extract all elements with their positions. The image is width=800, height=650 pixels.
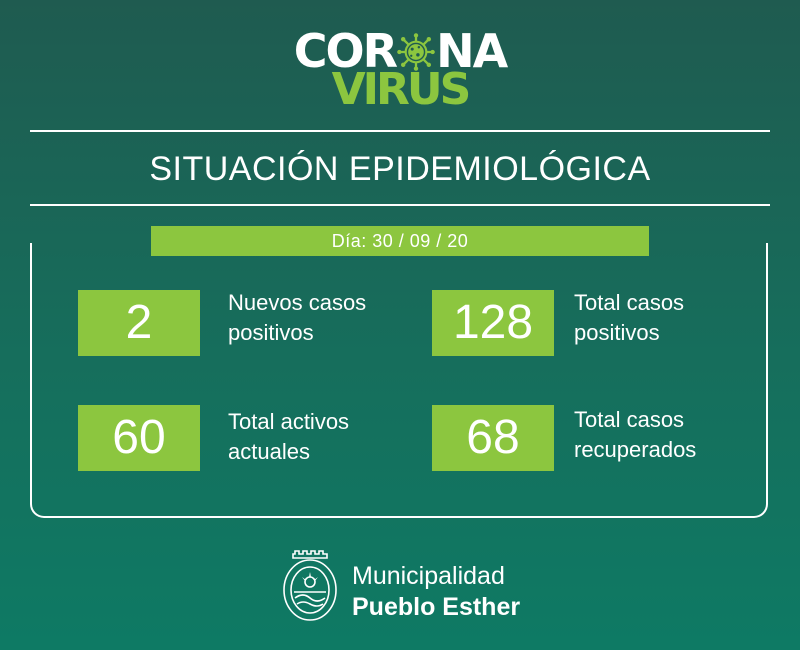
- active-label-line1: Total activos: [228, 409, 350, 434]
- total-positive-label: Total casos positivos: [574, 288, 684, 348]
- divider-bottom: [30, 204, 770, 206]
- active-label-line2: actuales: [228, 439, 310, 464]
- total-positive-value: 128: [432, 290, 554, 356]
- active-label: Total activos actuales: [228, 407, 349, 467]
- recovered-label: Total casos recuperados: [574, 405, 696, 465]
- recovered-value: 68: [432, 405, 554, 471]
- total-positive-label-line2: positivos: [574, 320, 660, 345]
- municipality-line2: Pueblo Esther: [352, 593, 521, 621]
- divider-top: [30, 130, 770, 132]
- page-title: SITUACIÓN EPIDEMIOLÓGICA: [149, 150, 651, 188]
- new-cases-label: Nuevos casos positivos: [228, 288, 366, 348]
- municipality-line1: Municipalidad: [352, 562, 505, 590]
- new-cases-label-line2: positivos: [228, 320, 314, 345]
- corona-prefix: COR: [293, 24, 398, 78]
- date-bar: Día: 30 / 09 / 20: [151, 226, 649, 256]
- recovered-label-line1: Total casos: [574, 407, 685, 432]
- virus-icon: [397, 33, 435, 71]
- virus-logo-text: VIRUS: [331, 64, 472, 115]
- active-value: 60: [78, 405, 200, 471]
- total-positive-label-line1: Total casos: [574, 290, 685, 315]
- municipal-seal-icon: [283, 550, 337, 621]
- new-cases-label-line1: Nuevos casos: [228, 290, 367, 315]
- stats-frame: [30, 243, 768, 518]
- corona-suffix: NA: [436, 24, 508, 78]
- corona-logo-text: COR NA: [0, 28, 800, 74]
- recovered-label-line2: recuperados: [574, 437, 697, 462]
- new-cases-value: 2: [78, 290, 200, 356]
